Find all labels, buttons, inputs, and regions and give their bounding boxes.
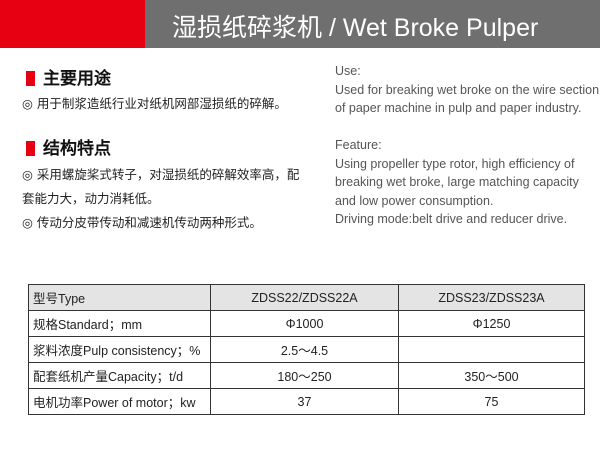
header-bar	[145, 0, 600, 48]
text-line: breaking wet broke, large matching capac…	[335, 175, 579, 189]
text-line: ◎ 用于制浆造纸行业对纸机网部湿损纸的碎解。	[22, 96, 287, 111]
table-cell: 350～500	[398, 362, 585, 389]
table-cell: ZDSS23/ZDSS23A	[398, 284, 585, 311]
feature-text-en: Feature: Using propeller type rotor, high…	[335, 136, 600, 229]
text-line: and low power consumption.	[335, 193, 494, 208]
table-row: 配套纸机产量Capacity；t/d 180～250 350～500	[28, 362, 585, 389]
heading-en: Feature:	[335, 138, 382, 152]
table-cell: Φ1000	[210, 310, 399, 337]
spec-table: 型号Type ZDSS22/ZDSS22A ZDSS23/ZDSS23A 规格Stan…	[28, 284, 585, 415]
table-cell: 浆料浓度Pulp consistency；%	[28, 336, 211, 363]
table-row: 型号Type ZDSS22/ZDSS22A ZDSS23/ZDSS23A	[28, 284, 585, 311]
use-text-cn: ◎ 用于制浆造纸行业对纸机网部湿损纸的碎解。	[22, 92, 332, 116]
text-line: Used for breaking wet broke on the wire …	[335, 82, 600, 97]
text-line: ◎ 传动分皮带传动和减速机传动两种形式。	[22, 215, 262, 230]
table-cell	[398, 336, 585, 363]
table-cell: 180～250	[210, 362, 399, 389]
feature-text-cn: ◎ 采用螺旋桨式转子，对湿损纸的碎解效率高，配 套能力大，动力消耗低。 ◎ 传动分皮…	[22, 163, 332, 235]
table-cell: 规格Standard；mm	[28, 310, 211, 337]
table-cell: 配套纸机产量Capacity；t/d	[28, 362, 211, 389]
table-cell: 型号Type	[28, 284, 211, 311]
header-accent	[0, 0, 145, 48]
table-cell: 2.5～4.5	[210, 336, 399, 363]
table-cell: Φ1250	[398, 310, 585, 337]
table-row: 浆料浓度Pulp consistency；% 2.5～4.5	[28, 336, 585, 363]
table-row: 规格Standard；mm Φ1000 Φ1250	[28, 310, 585, 337]
title: 湿损纸碎浆机 / Wet Broke Pulper	[172, 14, 539, 42]
table-cell: 75	[398, 388, 585, 415]
feature-heading: 结构特点	[26, 134, 111, 159]
text-line: of paper machine in pulp and paper indus…	[335, 101, 582, 115]
use-text-en: Use: Used for breaking wet broke on the w…	[335, 62, 600, 118]
text-line: ◎ 采用螺旋桨式转子，对湿损纸的碎解效率高，配	[22, 167, 300, 182]
use-heading: 主要用途	[26, 64, 111, 89]
text-line: Driving mode:belt drive and reducer driv…	[335, 212, 568, 226]
table-cell: 37	[210, 388, 399, 415]
table-row: 电机功率Power of motor；kw 37 75	[28, 388, 585, 415]
text-line: 套能力大，动力消耗低。	[22, 191, 160, 206]
text-line: Using propeller type rotor, high efficie…	[335, 156, 575, 171]
table-cell: 电机功率Power of motor；kw	[28, 388, 211, 415]
heading-en: Use:	[335, 64, 361, 78]
table-cell: ZDSS22/ZDSS22A	[210, 284, 399, 311]
